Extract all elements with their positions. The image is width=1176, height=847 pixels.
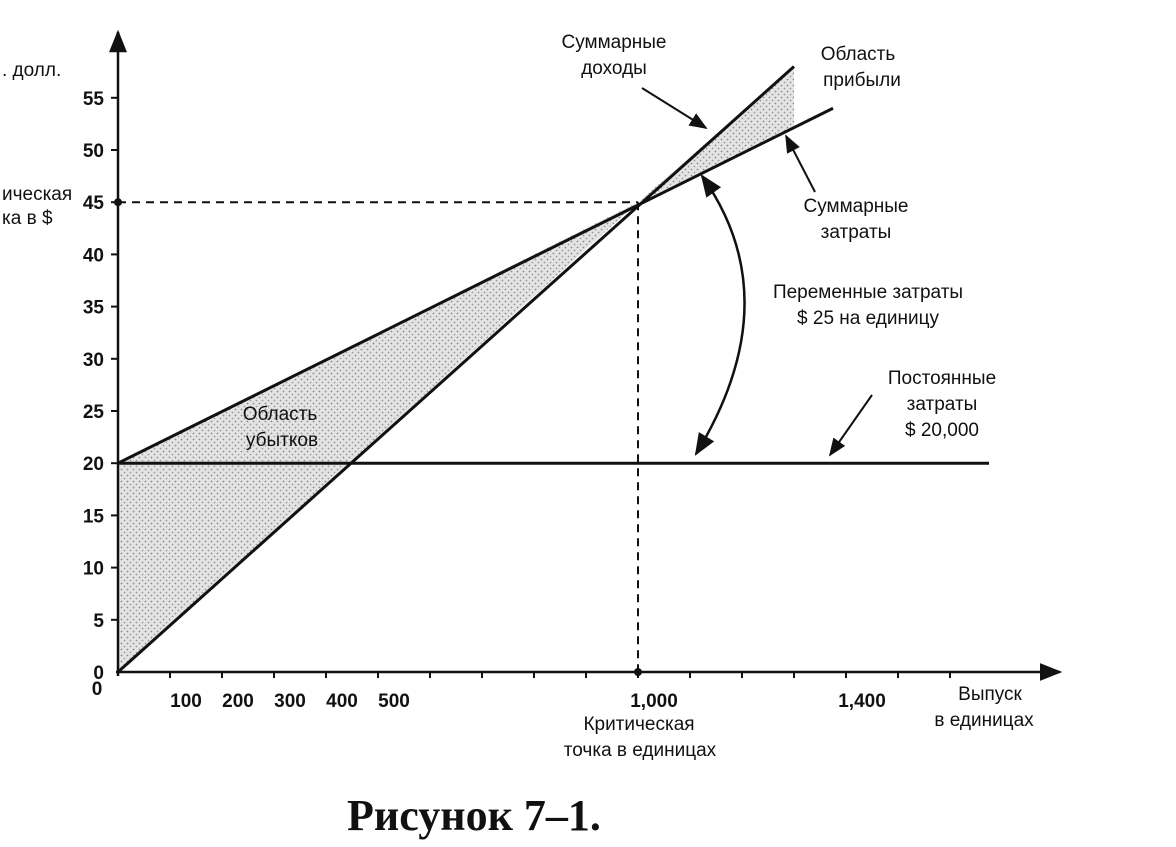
x-tick-label: 200 <box>222 691 254 712</box>
y-tick-label: 45 <box>83 193 105 214</box>
revenue-label-line1: Суммарные <box>562 32 667 53</box>
y-tick-label: 50 <box>83 141 104 162</box>
y-tick-label: 5 <box>93 611 104 632</box>
y-tick-label: 20 <box>83 454 104 475</box>
total-revenue-line <box>116 65 796 674</box>
x-axis-title-line2: в единицах <box>934 710 1034 731</box>
profit-area-label-line1: Область <box>821 44 896 65</box>
variable-cost-label-line2: $ 25 на единицу <box>797 308 939 329</box>
x-break-even-label-line2: точка в единицах <box>564 740 717 761</box>
break-even-x-marker <box>634 668 642 676</box>
variable-cost-label-line1: Переменные затраты <box>773 282 963 303</box>
y-tick-label: 30 <box>83 350 104 371</box>
profit-area-label-line2: прибыли <box>823 70 901 91</box>
x-tick-label: 100 <box>170 691 202 712</box>
y-tick-label: 25 <box>83 402 105 423</box>
y-tick-label: 55 <box>83 89 105 110</box>
x-tick-label: 400 <box>326 691 358 712</box>
break-even-y-marker <box>114 198 122 207</box>
y-tick-label: 10 <box>83 559 104 580</box>
x-tick-label: 1,400 <box>838 691 886 712</box>
revenue-annotation-arrow <box>641 87 708 129</box>
loss-area-label-line2: убытков <box>246 430 318 451</box>
y-tick-label: 35 <box>83 298 105 319</box>
revenue-label-line2: доходы <box>581 58 647 79</box>
fixed-cost-label-line3: $ 20,000 <box>905 420 979 441</box>
variable-cost-arc-arrow <box>694 174 746 456</box>
y-tick-label: 40 <box>83 245 104 266</box>
y-tick-label: 15 <box>83 506 105 527</box>
total-cost-label-line1: Суммарные <box>804 196 909 217</box>
loss-area-label-line1: Область <box>243 404 318 425</box>
x-axis-title-line1: Выпуск <box>958 684 1022 705</box>
x-ticks: 0 100 200 300 400 500 1,000 1,400 <box>92 672 951 712</box>
y-break-even-label-line2: ка в $ <box>2 208 53 229</box>
fixed-cost-annotation-arrow <box>828 394 873 457</box>
figure-caption: Рисунок 7–1. <box>347 791 601 840</box>
x-tick-label: 1,000 <box>630 691 678 712</box>
total-cost-annotation-arrow <box>785 134 816 193</box>
y-axis-title: . долл. <box>2 60 61 81</box>
fixed-cost-label-line1: Постоянные <box>888 368 996 389</box>
x-tick-label: 500 <box>378 691 410 712</box>
fixed-cost-label-line2: затраты <box>907 394 978 415</box>
y-break-even-label-line1: ическая <box>2 184 72 205</box>
y-ticks: 0 5 10 15 20 25 30 35 40 45 50 55 <box>83 89 118 684</box>
x-break-even-label-line1: Критическая <box>583 714 694 735</box>
total-cost-label-line2: затраты <box>821 222 892 243</box>
x-tick-label: 300 <box>274 691 306 712</box>
total-cost-line <box>117 106 834 465</box>
origin-label: 0 <box>92 679 103 700</box>
y-tick-label: 0 <box>93 663 104 684</box>
